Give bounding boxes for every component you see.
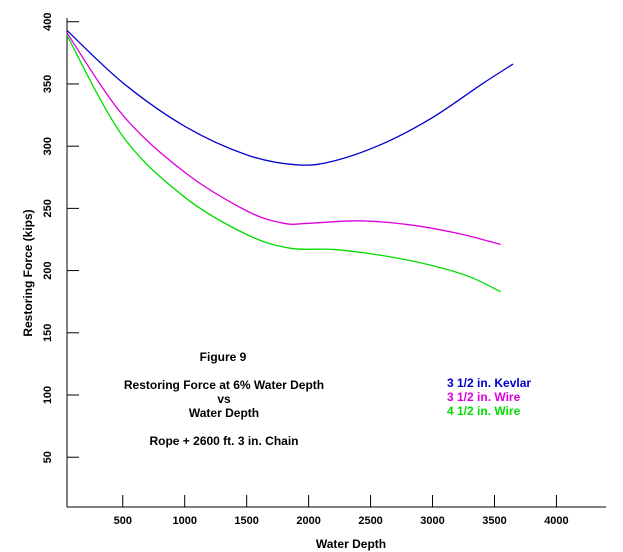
annotation-config: Rope + 2600 ft. 3 in. Chain xyxy=(149,434,298,448)
x-tick-label: 1500 xyxy=(234,515,258,527)
y-tick-label: 350 xyxy=(42,75,54,93)
series-line-2 xyxy=(66,32,501,246)
x-tick-label: 1000 xyxy=(172,515,196,527)
annotation-title: Restoring Force at 6% Water Depth xyxy=(124,378,324,392)
series-line-3 xyxy=(66,35,501,293)
y-axis-title: Restoring Force (kips) xyxy=(21,209,35,336)
figure-number: Figure 9 xyxy=(200,350,247,364)
y-tick-label: 50 xyxy=(42,451,54,463)
axes xyxy=(66,18,606,508)
legend-entry-1: 3 1/2 in. Kevlar xyxy=(447,376,531,390)
x-axis-title: Water Depth xyxy=(316,537,386,551)
annotation-subtitle: Water Depth xyxy=(189,406,259,420)
annotation-vs: vs xyxy=(217,392,231,406)
legend-entry-3: 4 1/2 in. Wire xyxy=(447,404,521,418)
x-tick-label: 4000 xyxy=(544,515,568,527)
y-tick-label: 100 xyxy=(42,386,54,404)
x-tick-label: 3500 xyxy=(482,515,506,527)
x-tick-label: 3000 xyxy=(420,515,444,527)
x-tick-label: 2000 xyxy=(296,515,320,527)
y-tick-label: 200 xyxy=(42,261,54,279)
ticks: 500 1000 1500 2000 2500 3000 3500 4000 50 100 150 2… xyxy=(42,13,569,527)
y-tick-label: 150 xyxy=(42,324,54,342)
legend-entry-2: 3 1/2 in. Wire xyxy=(447,390,521,404)
y-tick-label: 300 xyxy=(42,137,54,155)
series-lines xyxy=(66,29,514,293)
x-tick-label: 500 xyxy=(114,515,132,527)
annotations: Figure 9 Restoring Force at 6% Water Dep… xyxy=(124,350,324,448)
x-tick-label: 2500 xyxy=(358,515,382,527)
y-tick-label: 250 xyxy=(42,199,54,217)
series-line-1 xyxy=(66,29,514,166)
y-tick-label: 400 xyxy=(42,13,54,31)
